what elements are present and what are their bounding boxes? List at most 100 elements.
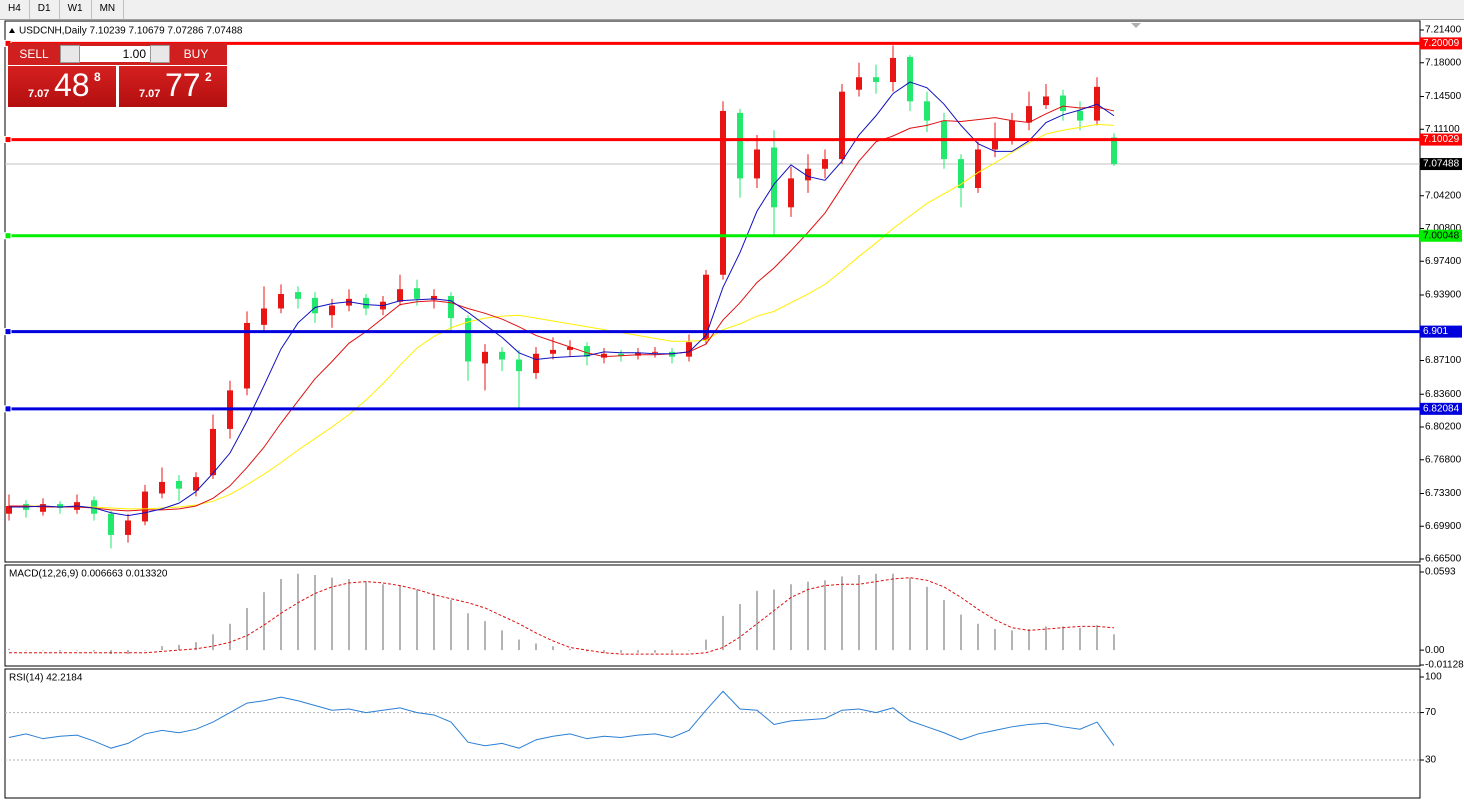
- rsi-pane: [4, 668, 1421, 799]
- moving-average: [9, 123, 1115, 510]
- macd-bar: [501, 630, 503, 651]
- macd-bar: [654, 650, 656, 653]
- macd-bar: [450, 600, 452, 651]
- candle-body: [907, 56, 913, 102]
- buy-button[interactable]: BUY: [183, 47, 209, 61]
- macd-bar: [382, 584, 384, 651]
- macd-bar: [1062, 626, 1064, 651]
- candle-body: [958, 159, 964, 189]
- macd-bar: [620, 650, 622, 653]
- lot-up[interactable]: [150, 45, 170, 63]
- macd-bar: [110, 650, 112, 655]
- candle-body: [278, 294, 284, 309]
- y-tick-label: 70: [1425, 707, 1437, 718]
- macd-bar: [42, 650, 44, 651]
- level-handle: [4, 328, 12, 336]
- macd-bar: [212, 634, 214, 651]
- macd-bar: [178, 644, 180, 651]
- macd-bar: [1113, 634, 1115, 651]
- macd-bar: [671, 650, 673, 653]
- y-tick-label: 6.76800: [1425, 454, 1462, 465]
- y-tick-label: 0.0593: [1425, 567, 1456, 578]
- y-tick-label: 6.69900: [1425, 521, 1462, 532]
- candle-body: [125, 520, 131, 535]
- moving-average: [9, 81, 1115, 517]
- candle-body: [1026, 106, 1032, 123]
- sell-button[interactable]: SELL: [19, 47, 49, 61]
- y-tick-label: 7.04200: [1425, 190, 1462, 201]
- macd-bar: [705, 639, 707, 651]
- macd-bar: [756, 590, 758, 651]
- order-row: SELL 1.00 BUY: [8, 43, 227, 65]
- signal-line: [9, 577, 1115, 655]
- symbol-marker: [9, 28, 15, 33]
- candle-body: [193, 477, 199, 491]
- candle-body: [771, 147, 777, 208]
- last-price-label: 7.07488: [1423, 159, 1460, 170]
- candle-body: [57, 504, 63, 508]
- candle-body: [720, 110, 726, 275]
- level-label: 7.10029: [1423, 134, 1460, 145]
- chart: USDCNH,Daily 7.10239 7.10679 7.07286 7.0…: [4, 20, 1464, 799]
- candle-body: [567, 347, 573, 350]
- candle-body: [176, 480, 182, 489]
- macd-bar: [246, 607, 248, 651]
- macd-bar: [433, 593, 435, 651]
- lot-input[interactable]: 1.00: [80, 46, 150, 62]
- macd-bar: [790, 584, 792, 651]
- macd-bar: [824, 580, 826, 651]
- level-label-bg: [1420, 37, 1462, 50]
- macd-bar: [994, 629, 996, 651]
- macd-bar: [484, 621, 486, 651]
- macd-bar: [399, 585, 401, 651]
- candle-body: [448, 295, 454, 319]
- macd-bar: [280, 578, 282, 651]
- sell-price[interactable]: 7.07 48 8: [8, 66, 116, 107]
- candle-body: [822, 159, 828, 169]
- candle-body: [516, 359, 522, 372]
- macd-bar: [739, 604, 741, 651]
- candle-body: [261, 308, 267, 325]
- y-tick-label: 6.80200: [1425, 422, 1462, 433]
- candle-body: [312, 297, 318, 314]
- macd-bar: [518, 639, 520, 651]
- macd-bar: [552, 646, 554, 651]
- macd-bar: [637, 650, 639, 653]
- price-pips: 77: [165, 67, 201, 103]
- level-label: 6.901: [1423, 326, 1448, 337]
- macd-bar: [1011, 630, 1013, 651]
- y-tick-label: 6.83600: [1425, 389, 1462, 400]
- candle-body: [618, 353, 624, 356]
- buy-price[interactable]: 7.07 77 2: [119, 66, 227, 107]
- macd-pane: [4, 564, 1421, 667]
- tab[interactable]: MN: [92, 0, 125, 19]
- candle-body: [737, 112, 743, 179]
- macd-bar: [365, 581, 367, 651]
- candle-body: [992, 139, 998, 150]
- y-tick-label: 6.66500: [1425, 554, 1462, 565]
- candle-body: [703, 274, 709, 341]
- tab[interactable]: W1: [60, 0, 92, 19]
- tab[interactable]: H4: [0, 0, 30, 19]
- level-handle: [4, 405, 12, 413]
- candle-body: [686, 342, 692, 357]
- tab[interactable]: D1: [30, 0, 60, 19]
- level-label: 7.00048: [1423, 230, 1460, 241]
- y-tick-label: 100: [1425, 672, 1442, 683]
- candle-body: [805, 168, 811, 181]
- macd-bar: [76, 650, 78, 651]
- candle-body: [601, 353, 607, 358]
- macd-title: MACD(12,26,9) 0.006663 0.013320: [9, 569, 168, 580]
- main-pane: [4, 20, 1421, 563]
- lot-down[interactable]: [60, 45, 80, 63]
- macd-bar: [773, 589, 775, 651]
- candle-body: [40, 504, 46, 512]
- y-tick-label: 30: [1425, 755, 1437, 766]
- level-handle: [4, 232, 12, 240]
- y-tick-label: 7.14500: [1425, 91, 1462, 102]
- y-tick-label: 6.97400: [1425, 256, 1462, 267]
- macd-bar: [59, 650, 61, 652]
- macd-bar: [722, 615, 724, 651]
- candle-body: [754, 149, 760, 179]
